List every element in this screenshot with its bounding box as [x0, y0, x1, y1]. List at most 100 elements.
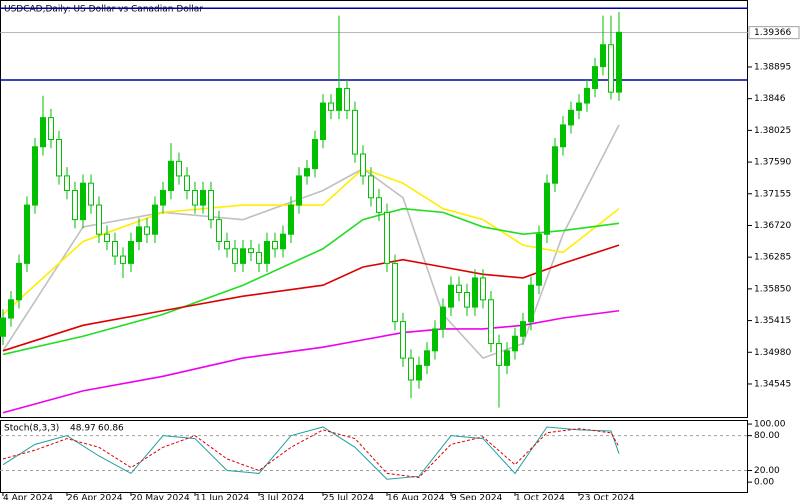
candle-body — [368, 175, 374, 199]
x-tick-label: 16 Aug 2024 — [387, 494, 445, 500]
candle-body — [160, 189, 166, 206]
stoch-name: Stoch(8,3,3) — [4, 424, 59, 434]
candle-body — [208, 189, 214, 221]
candle-body — [184, 175, 190, 191]
candle-body — [480, 277, 486, 301]
candle-body — [32, 146, 38, 206]
stoch-value: 48.97 — [70, 424, 96, 434]
x-tick-label: 25 Jul 2024 — [323, 494, 374, 500]
candle-body — [560, 124, 566, 148]
candle-body — [224, 241, 230, 250]
candle-body — [352, 109, 358, 155]
candle-body — [360, 153, 366, 177]
candle-body — [0, 317, 6, 337]
candle-body — [432, 328, 438, 352]
moving-average — [2, 207, 620, 356]
candle-body — [88, 182, 94, 206]
y-tick-label: 1.35850 — [754, 284, 791, 294]
candle-body — [40, 117, 46, 148]
candle-body — [264, 241, 270, 264]
candle-body — [128, 241, 134, 264]
candle-body — [272, 241, 278, 250]
candle-body — [104, 233, 110, 243]
candle-body — [192, 189, 198, 206]
candle-body — [416, 364, 422, 381]
y-tick-label: 1.35415 — [754, 316, 791, 326]
candle-body — [120, 255, 126, 264]
candle-body — [408, 357, 414, 381]
x-tick-label: 26 Apr 2024 — [67, 494, 123, 500]
candle-body — [72, 189, 78, 221]
y-tick-label: 1.37590 — [754, 158, 791, 168]
candle-body — [384, 211, 390, 264]
candle-body — [240, 248, 246, 264]
candle-body — [320, 102, 326, 140]
candle-body — [80, 182, 86, 221]
candle-body — [600, 44, 606, 68]
candle-body — [168, 160, 174, 191]
candle-body — [24, 204, 30, 264]
y-tick-label: 1.36720 — [754, 221, 791, 231]
y-tick-label: 1.38895 — [754, 62, 791, 72]
stoch-y-tick-label: 80.00 — [754, 431, 780, 441]
candle-body — [48, 117, 54, 140]
candle-body — [96, 204, 102, 235]
candle-body — [376, 197, 382, 213]
candle-body — [336, 87, 342, 111]
stoch-y-tick-label: 0.00 — [754, 478, 774, 488]
candle-body — [496, 343, 502, 366]
candle-body — [544, 182, 550, 235]
x-tick-label: 3 Jul 2024 — [259, 494, 304, 500]
candle-body — [64, 175, 70, 191]
candle-body — [400, 321, 406, 359]
candle-body — [256, 251, 262, 264]
x-tick-label: 11 Jun 2024 — [195, 494, 249, 500]
candle-body — [216, 219, 222, 243]
candle-body — [592, 66, 598, 89]
candle-body — [472, 277, 478, 308]
x-tick-label: 20 May 2024 — [131, 494, 190, 500]
candle-body — [616, 31, 622, 93]
y-tick-label: 1.37155 — [754, 189, 791, 199]
y-tick-label: 1.34980 — [754, 348, 791, 358]
y-tick-label: 1.38025 — [754, 126, 791, 136]
candle-body — [424, 350, 430, 366]
x-tick-label: 23 Oct 2024 — [579, 494, 635, 500]
candle-body — [440, 306, 446, 330]
candle-body — [568, 109, 574, 126]
stoch-frame — [0, 420, 748, 493]
moving-average — [2, 309, 620, 414]
candle-body — [344, 87, 350, 111]
stoch-y-tick-label: 100.00 — [754, 420, 786, 430]
candle-body — [8, 299, 14, 319]
candle-body — [288, 204, 294, 235]
y-tick-label: 1.3846 — [754, 94, 786, 104]
candle-body — [112, 241, 118, 257]
stoch-value: 60.86 — [98, 424, 124, 434]
candle-body — [152, 204, 158, 235]
candle-body — [520, 321, 526, 337]
last-price-label: 1.39366 — [754, 28, 791, 38]
candle-body — [464, 292, 470, 308]
x-tick-label: 4 Apr 2024 — [3, 494, 53, 500]
candle-body — [144, 226, 150, 235]
last-price-box — [748, 26, 800, 40]
candle-body — [552, 146, 558, 184]
stoch-y-tick-label: 20.00 — [754, 466, 780, 476]
candle-body — [248, 248, 254, 253]
candle-body — [608, 44, 614, 93]
candle-body — [448, 284, 454, 308]
candle-body — [512, 335, 518, 352]
candle-body — [136, 226, 142, 243]
candle-body — [200, 189, 206, 206]
moving-average — [2, 167, 620, 315]
candle-body — [312, 138, 318, 170]
main-frame — [0, 0, 748, 418]
candle-body — [536, 233, 542, 286]
candle-body — [296, 175, 302, 206]
moving-average — [2, 124, 620, 360]
chart-title: USDCAD,Daily: US Dollar vs Canadian Doll… — [4, 5, 203, 15]
candle-body — [280, 233, 286, 250]
stoch-line — [2, 426, 620, 480]
